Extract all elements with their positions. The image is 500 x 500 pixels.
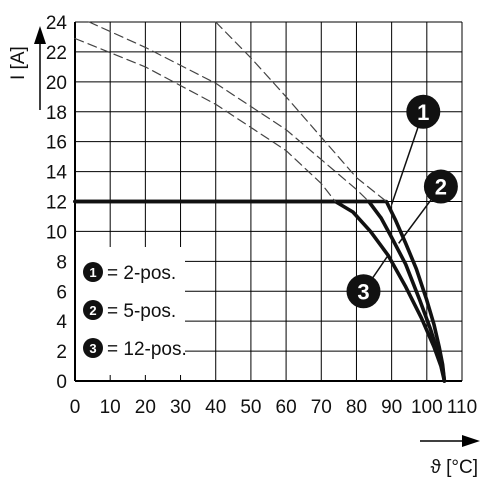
grid xyxy=(74,21,463,382)
y-tick-label: 22 xyxy=(46,43,67,64)
x-tick-label: 70 xyxy=(311,397,332,418)
x-tick-label: 10 xyxy=(100,397,121,418)
x-tick-label: 60 xyxy=(276,397,297,418)
callout-number: 3 xyxy=(357,279,369,304)
x-tick-label: 30 xyxy=(170,397,191,418)
derating-curve-3 xyxy=(73,199,447,383)
x-tick-label: 100 xyxy=(411,397,443,418)
y-tick-label: 0 xyxy=(56,372,67,393)
y-tick-label: 20 xyxy=(46,73,67,94)
legend-marker-number: 1 xyxy=(89,265,96,280)
y-tick-label: 4 xyxy=(56,312,67,333)
y-tick-label: 2 xyxy=(56,342,67,363)
callout-number: 1 xyxy=(417,100,429,125)
y-tick-label: 8 xyxy=(56,252,67,273)
legend-marker-1 xyxy=(83,262,103,282)
x-tick-label: 20 xyxy=(135,397,156,418)
x-tick-label: 80 xyxy=(346,397,367,418)
legend: 1 = 2-pos. 2 = 5-pos. 3 = 12-pos. xyxy=(76,247,187,375)
y-tick-label: 10 xyxy=(46,222,67,243)
legend-marker-number: 2 xyxy=(89,303,96,318)
x-tick-label: 0 xyxy=(70,397,81,418)
x-tick-label: 90 xyxy=(381,397,402,418)
legend-label: = 12-pos. xyxy=(107,339,187,360)
callouts: 1 2 3 xyxy=(346,94,458,309)
legend-marker-2 xyxy=(83,300,103,320)
dashed-curve-1 xyxy=(215,21,387,203)
callout-number: 2 xyxy=(435,175,447,200)
x-tick-label: 50 xyxy=(240,397,261,418)
derating-curve-1 xyxy=(73,199,447,383)
axes: 0 10 20 30 40 50 60 70 80 90 100 110024681012141618… xyxy=(8,13,480,478)
legend-label: = 5-pos. xyxy=(107,301,176,322)
x-axis-label: ϑ [°C] xyxy=(430,457,478,478)
x-axis-arrow-head xyxy=(462,435,480,447)
x-tick-label: 40 xyxy=(205,397,226,418)
callout-badge-1 xyxy=(406,94,441,129)
y-tick-label: 14 xyxy=(46,163,68,184)
dashed-curve-2 xyxy=(88,21,370,203)
x-tick-label: 110 xyxy=(447,397,477,418)
y-axis-label: I [A] xyxy=(8,46,29,80)
y-tick-label: 24 xyxy=(46,13,68,34)
y-tick-label: 6 xyxy=(56,282,67,303)
legend-marker-3 xyxy=(83,338,103,358)
callout-badge-3 xyxy=(346,274,381,309)
y-tick-label: 12 xyxy=(46,193,67,214)
curves xyxy=(73,21,447,383)
legend-label: = 2-pos. xyxy=(107,263,176,284)
y-tick-label: 18 xyxy=(46,103,67,124)
y-axis-arrow-head xyxy=(34,26,46,44)
dashed-curve-3 xyxy=(74,37,336,203)
legend-marker-number: 3 xyxy=(89,341,96,356)
y-tick-label: 16 xyxy=(46,133,67,154)
callout-badge-2 xyxy=(423,169,458,204)
